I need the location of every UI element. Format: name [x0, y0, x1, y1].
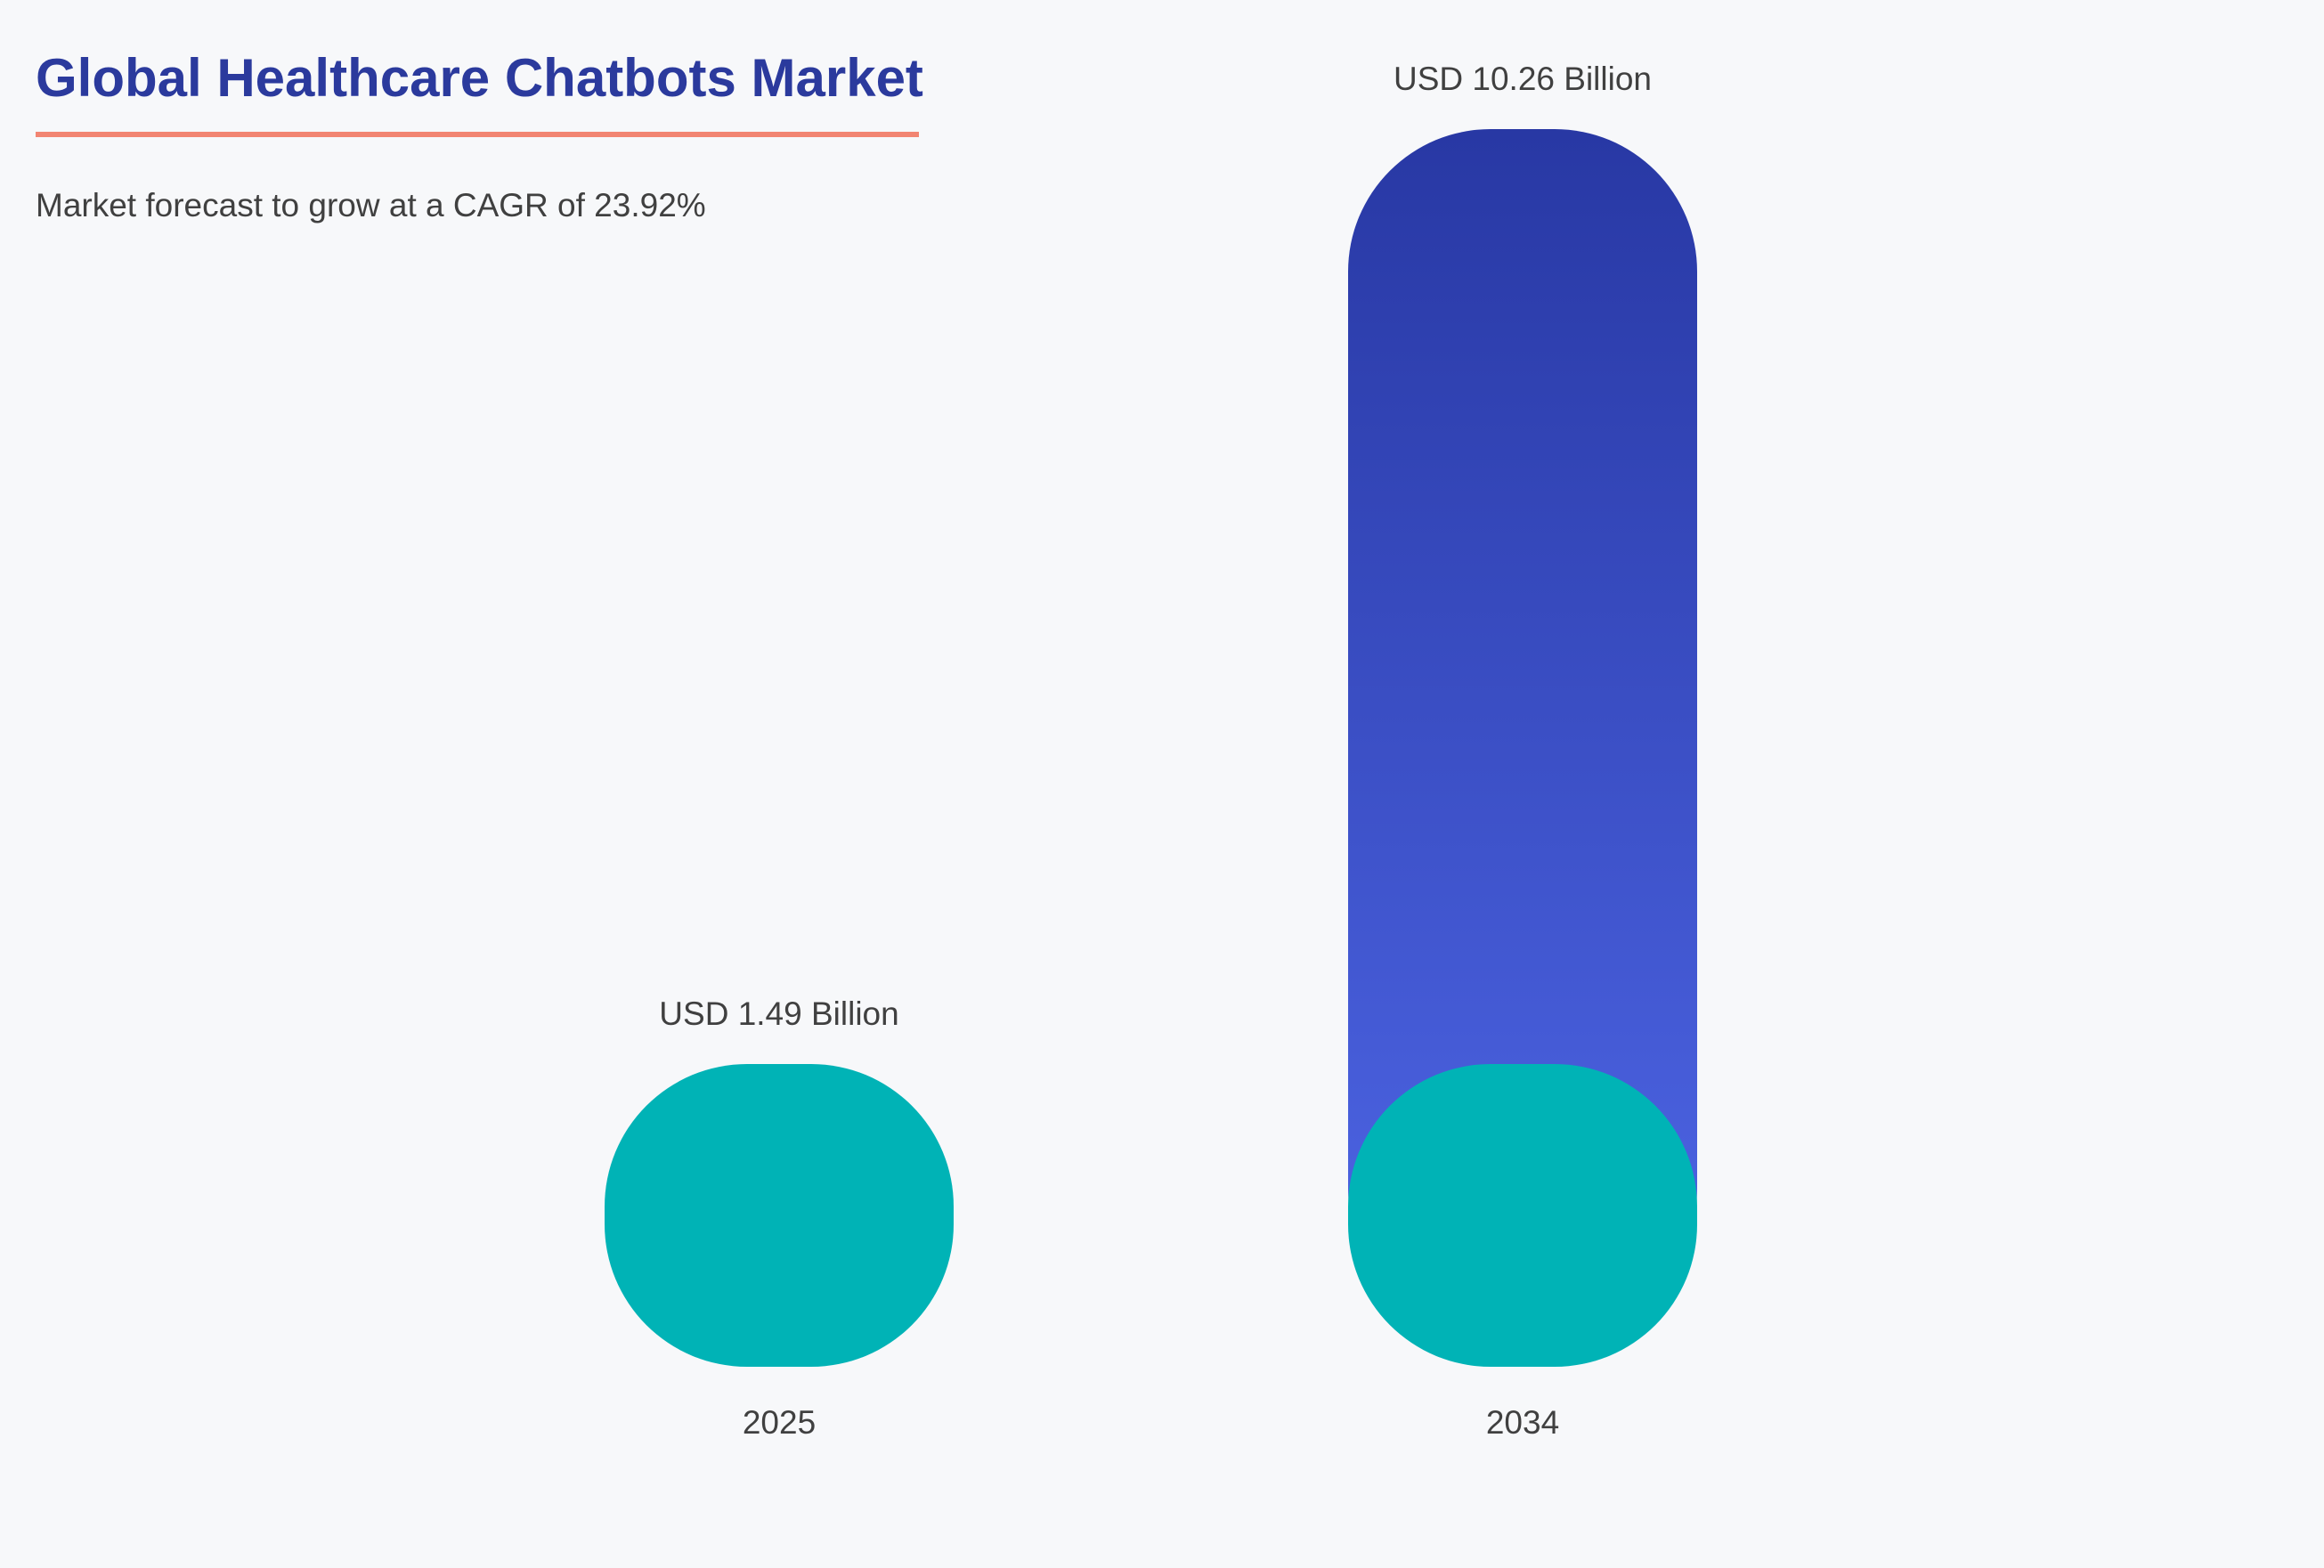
bar-growth-2034 [1348, 129, 1697, 1331]
title-underline [36, 132, 919, 137]
bar-base-2034 [1348, 1064, 1697, 1367]
category-label-2034: 2034 [1486, 1404, 1559, 1441]
value-label-2025: USD 1.49 Billion [659, 995, 898, 1032]
bar-group: USD 1.49 Billion 2025 USD 10.26 Billion 203… [605, 61, 1697, 1441]
bar-base-2025 [605, 1064, 954, 1367]
category-label-2025: 2025 [743, 1404, 816, 1441]
value-label-2034: USD 10.26 Billion [1394, 61, 1652, 97]
chart-title: Global Healthcare Chatbots Market [36, 48, 923, 108]
chart-subtitle: Market forecast to grow at a CAGR of 23.… [36, 187, 706, 223]
